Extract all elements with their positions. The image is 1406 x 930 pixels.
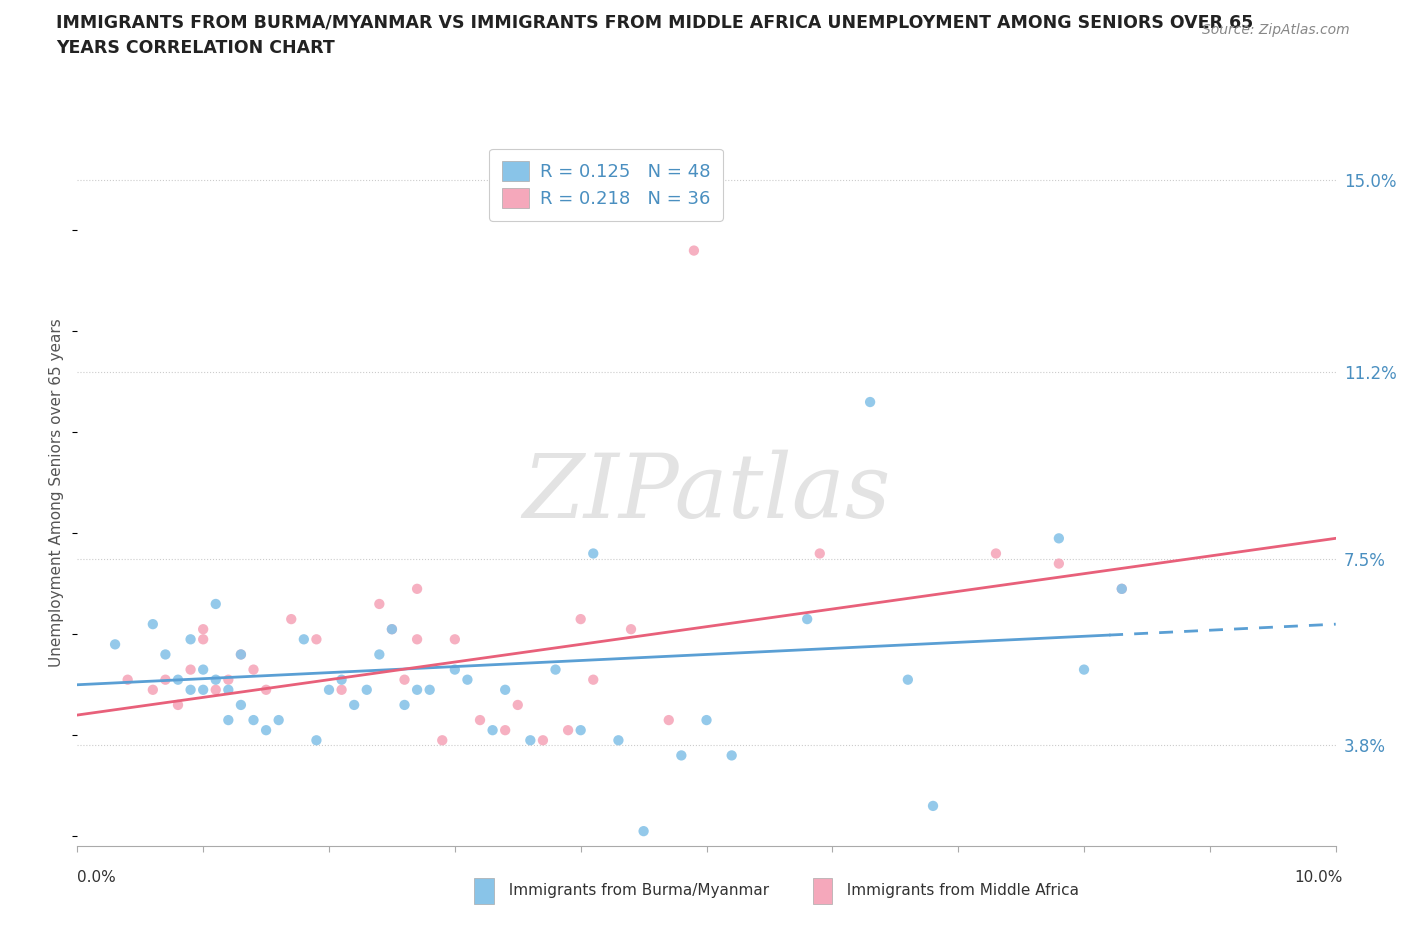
Point bbox=[204, 672, 226, 687]
Point bbox=[506, 698, 529, 712]
Point bbox=[658, 712, 681, 727]
Point bbox=[217, 672, 239, 687]
Point bbox=[1047, 531, 1070, 546]
Point bbox=[808, 546, 831, 561]
Point bbox=[356, 683, 378, 698]
Point bbox=[381, 622, 404, 637]
Point bbox=[280, 612, 302, 627]
Point bbox=[180, 631, 202, 646]
Point bbox=[330, 683, 353, 698]
Point bbox=[292, 631, 315, 646]
Point bbox=[444, 662, 467, 677]
Point bbox=[1111, 581, 1133, 596]
Point bbox=[1047, 556, 1070, 571]
Point bbox=[305, 733, 328, 748]
Point bbox=[117, 672, 139, 687]
Text: 0.0%: 0.0% bbox=[77, 870, 117, 884]
Point bbox=[607, 733, 630, 748]
Point bbox=[217, 712, 239, 727]
Point bbox=[557, 723, 579, 737]
Point bbox=[394, 698, 416, 712]
Point bbox=[519, 733, 541, 748]
Point bbox=[984, 546, 1007, 561]
Legend: R = 0.125   N = 48, R = 0.218   N = 36: R = 0.125 N = 48, R = 0.218 N = 36 bbox=[489, 149, 723, 220]
Point bbox=[104, 637, 127, 652]
Text: YEARS CORRELATION CHART: YEARS CORRELATION CHART bbox=[56, 39, 335, 57]
Point bbox=[582, 546, 605, 561]
Point bbox=[267, 712, 290, 727]
Text: Immigrants from Middle Africa: Immigrants from Middle Africa bbox=[837, 884, 1078, 898]
Point bbox=[242, 712, 264, 727]
Point bbox=[142, 617, 165, 631]
Point bbox=[204, 596, 226, 611]
Text: 10.0%: 10.0% bbox=[1295, 870, 1343, 884]
Point bbox=[531, 733, 554, 748]
Point bbox=[204, 683, 226, 698]
Point bbox=[229, 647, 252, 662]
Point bbox=[620, 622, 643, 637]
Point bbox=[859, 394, 882, 409]
Point bbox=[720, 748, 742, 763]
Point bbox=[142, 683, 165, 698]
Point bbox=[381, 622, 404, 637]
Point bbox=[254, 723, 277, 737]
Point bbox=[569, 723, 592, 737]
Point bbox=[406, 631, 429, 646]
Point bbox=[191, 622, 215, 637]
Point bbox=[254, 683, 277, 698]
Point bbox=[468, 712, 491, 727]
Point bbox=[796, 612, 818, 627]
Point bbox=[922, 799, 945, 814]
Text: Immigrants from Burma/Myanmar: Immigrants from Burma/Myanmar bbox=[499, 884, 769, 898]
Point bbox=[180, 683, 202, 698]
Point bbox=[444, 631, 467, 646]
Point bbox=[155, 647, 177, 662]
Point bbox=[569, 612, 592, 627]
Point bbox=[406, 581, 429, 596]
Point bbox=[191, 631, 215, 646]
Point bbox=[897, 672, 920, 687]
Point bbox=[229, 647, 252, 662]
Point bbox=[406, 683, 429, 698]
Text: Source: ZipAtlas.com: Source: ZipAtlas.com bbox=[1202, 23, 1350, 37]
Text: ZIPatlas: ZIPatlas bbox=[522, 449, 891, 537]
Point bbox=[544, 662, 567, 677]
Point bbox=[229, 698, 252, 712]
Point bbox=[167, 672, 190, 687]
Point bbox=[368, 647, 391, 662]
Point bbox=[242, 662, 264, 677]
Point bbox=[432, 733, 454, 748]
Point bbox=[155, 672, 177, 687]
Point bbox=[419, 683, 441, 698]
Point bbox=[167, 698, 190, 712]
Point bbox=[217, 683, 239, 698]
Y-axis label: Unemployment Among Seniors over 65 years: Unemployment Among Seniors over 65 years bbox=[49, 319, 65, 668]
Point bbox=[633, 824, 655, 839]
Point bbox=[191, 662, 215, 677]
Point bbox=[191, 683, 215, 698]
Point bbox=[582, 672, 605, 687]
Point bbox=[696, 712, 718, 727]
Point bbox=[318, 683, 340, 698]
Point bbox=[494, 683, 516, 698]
Point bbox=[368, 596, 391, 611]
Point bbox=[305, 631, 328, 646]
Point bbox=[1111, 581, 1133, 596]
Point bbox=[456, 672, 478, 687]
Point bbox=[330, 672, 353, 687]
Point bbox=[494, 723, 516, 737]
Point bbox=[481, 723, 503, 737]
Text: IMMIGRANTS FROM BURMA/MYANMAR VS IMMIGRANTS FROM MIDDLE AFRICA UNEMPLOYMENT AMON: IMMIGRANTS FROM BURMA/MYANMAR VS IMMIGRA… bbox=[56, 14, 1254, 32]
Point bbox=[671, 748, 693, 763]
Point bbox=[394, 672, 416, 687]
Point bbox=[683, 243, 706, 258]
Point bbox=[1073, 662, 1095, 677]
Point bbox=[180, 662, 202, 677]
Point bbox=[343, 698, 366, 712]
